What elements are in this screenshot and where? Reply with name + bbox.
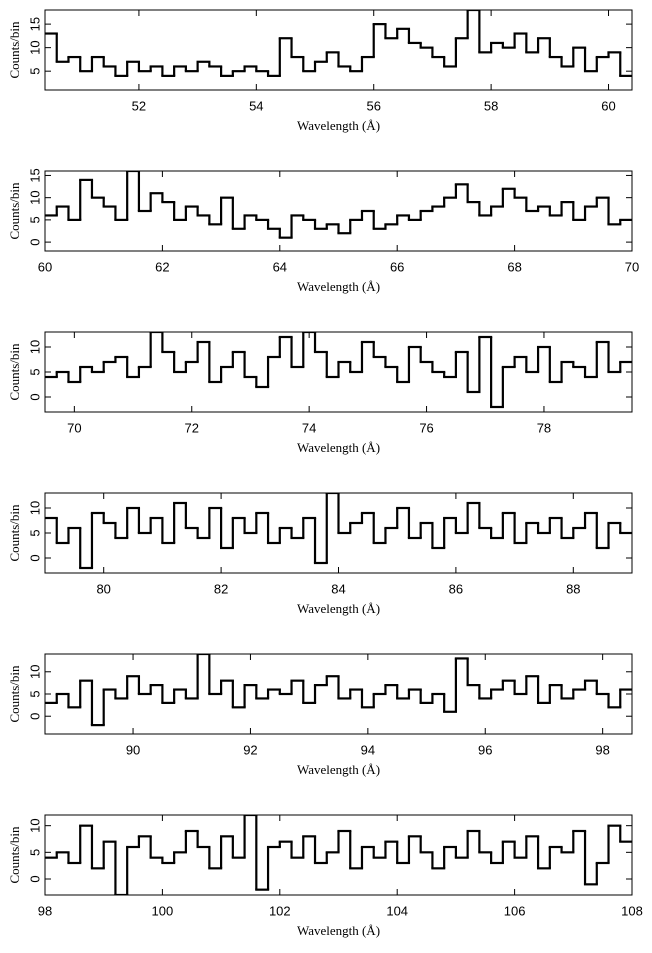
panel: 90 92 94 96 98 0 5 10 Wavelength (Å) Counts/bin xyxy=(7,653,633,777)
y-tick-label: 10 xyxy=(27,818,42,832)
y-tick-label: 0 xyxy=(27,554,42,561)
x-tick-label: 106 xyxy=(504,903,526,918)
x-tick-label: 86 xyxy=(449,581,463,596)
y-axis-label: Counts/bin xyxy=(7,182,22,240)
x-tick-label: 68 xyxy=(507,259,521,274)
y-tick-label: 5 xyxy=(27,68,42,75)
x-tick-label: 94 xyxy=(361,742,375,757)
histogram xyxy=(45,815,632,895)
x-tick-label: 96 xyxy=(478,742,492,757)
histogram xyxy=(45,332,632,409)
x-axis-label: Wavelength (Å) xyxy=(297,118,380,133)
x-tick-label: 70 xyxy=(625,259,639,274)
x-tick-label: 100 xyxy=(152,903,174,918)
panel: 98 100 102 104 106 108 0 5 10 Wavelength (Å) Count… xyxy=(7,814,643,938)
x-tick-label: 54 xyxy=(249,98,263,113)
x-tick-label: 70 xyxy=(67,420,81,435)
x-tick-label: 84 xyxy=(331,581,345,596)
y-axis-label: Counts/bin xyxy=(7,504,22,562)
x-tick-label: 88 xyxy=(566,581,580,596)
x-tick-label: 108 xyxy=(621,903,643,918)
x-tick-label: 58 xyxy=(484,98,498,113)
plot-frame xyxy=(44,9,633,91)
y-tick-label: 5 xyxy=(27,690,42,697)
y-tick-label: 10 xyxy=(27,40,42,54)
y-tick-label: 10 xyxy=(27,665,42,679)
x-tick-label: 102 xyxy=(269,903,291,918)
y-tick-label: 15 xyxy=(27,17,42,31)
panel: 80 82 84 86 88 0 5 10 Wavelength (Å) Counts/bin xyxy=(7,492,633,616)
y-tick-label: 5 xyxy=(27,529,42,536)
x-axis-label: Wavelength (Å) xyxy=(297,923,380,938)
x-axis-label: Wavelength (Å) xyxy=(297,440,380,455)
y-tick-label: 0 xyxy=(27,238,42,245)
x-tick-label: 52 xyxy=(132,98,146,113)
x-tick-label: 76 xyxy=(419,420,433,435)
x-tick-label: 78 xyxy=(537,420,551,435)
panel: 60 62 64 66 68 70 0 5 10 15 Wavelength (Å) Counts/b… xyxy=(7,168,639,294)
y-tick-label: 15 xyxy=(27,168,42,182)
y-tick-label: 5 xyxy=(27,368,42,375)
y-tick-label: 10 xyxy=(27,340,42,354)
x-tick-label: 90 xyxy=(126,742,140,757)
x-tick-label: 92 xyxy=(243,742,257,757)
y-tick-label: 0 xyxy=(27,875,42,882)
panel: 70 72 74 76 78 0 5 10 Wavelength (Å) Counts/bin xyxy=(7,331,633,455)
y-tick-label: 5 xyxy=(27,849,42,856)
x-tick-label: 56 xyxy=(366,98,380,113)
x-tick-label: 74 xyxy=(302,420,316,435)
panel: 52 54 56 58 60 5 10 15 Wavelength (Å) Counts/bin xyxy=(7,9,633,133)
y-tick-label: 0 xyxy=(27,713,42,720)
x-axis-label: Wavelength (Å) xyxy=(297,762,380,777)
x-tick-label: 60 xyxy=(601,98,615,113)
y-tick-label: 10 xyxy=(27,190,42,204)
x-axis-label: Wavelength (Å) xyxy=(297,601,380,616)
x-tick-label: 98 xyxy=(38,903,52,918)
x-tick-label: 60 xyxy=(38,259,52,274)
y-axis-label: Counts/bin xyxy=(7,665,22,723)
x-tick-label: 72 xyxy=(185,420,199,435)
x-tick-label: 64 xyxy=(273,259,287,274)
plot-frame xyxy=(44,814,633,896)
histogram xyxy=(45,493,632,570)
y-tick-label: 5 xyxy=(27,216,42,223)
plot-frame xyxy=(44,170,633,252)
histogram xyxy=(45,171,632,239)
x-tick-label: 80 xyxy=(96,581,110,596)
x-tick-label: 62 xyxy=(155,259,169,274)
histogram xyxy=(45,10,632,77)
y-tick-label: 0 xyxy=(27,393,42,400)
x-tick-label: 82 xyxy=(214,581,228,596)
y-axis-label: Counts/bin xyxy=(7,21,22,79)
x-tick-label: 66 xyxy=(390,259,404,274)
y-tick-label: 10 xyxy=(27,501,42,515)
x-axis-label: Wavelength (Å) xyxy=(297,279,380,294)
y-axis-label: Counts/bin xyxy=(7,343,22,401)
histogram xyxy=(45,654,632,727)
y-axis-label: Counts/bin xyxy=(7,826,22,884)
x-tick-label: 104 xyxy=(386,903,408,918)
x-tick-label: 98 xyxy=(595,742,609,757)
